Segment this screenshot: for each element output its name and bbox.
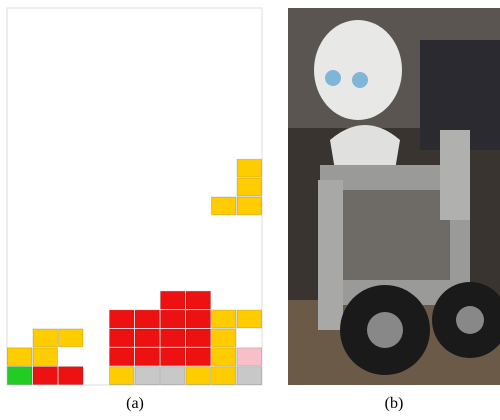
tetris-cell — [33, 367, 58, 385]
tetris-cell — [212, 310, 237, 328]
tetris-cell — [186, 310, 211, 328]
tetris-cell — [135, 329, 160, 347]
tetris-cell — [212, 348, 237, 366]
tetris-cell — [33, 348, 58, 366]
caption: (b) — [385, 395, 404, 412]
tetris-cell — [110, 310, 135, 328]
tetris-cell — [237, 348, 262, 366]
tetris-cell — [8, 348, 33, 366]
tetris-cell — [237, 159, 262, 177]
tetris-cell — [110, 329, 135, 347]
tetris-cell — [212, 367, 237, 385]
tetris-cell — [8, 367, 33, 385]
tetris-cell — [186, 348, 211, 366]
tetris-cell — [161, 367, 186, 385]
tetris-cell — [59, 367, 84, 385]
wheel-hub — [367, 312, 403, 348]
tetris-cell — [110, 348, 135, 366]
tetris-cell — [161, 329, 186, 347]
figure: (a) (b) — [0, 0, 500, 420]
tetris-cell — [186, 367, 211, 385]
tetris-cell — [237, 178, 262, 196]
tetris-cell — [237, 310, 262, 328]
robot-frame — [340, 190, 450, 280]
robot-arm — [440, 130, 470, 220]
tetris-cell — [59, 329, 84, 347]
wheel-hub — [456, 306, 484, 334]
tetris-cell — [135, 310, 160, 328]
tetris-cell — [212, 197, 237, 215]
tetris-cell — [33, 329, 58, 347]
robot-arm — [318, 180, 343, 330]
tetris-cell — [186, 329, 211, 347]
tetris-cell — [135, 348, 160, 366]
tetris-cell — [161, 310, 186, 328]
caption: (a) — [126, 395, 144, 412]
tetris-cell — [161, 348, 186, 366]
tetris-cell — [212, 329, 237, 347]
tetris-cell — [237, 367, 262, 385]
tetris-cell — [135, 367, 160, 385]
robot-eye — [325, 70, 341, 86]
tetris-cell — [161, 291, 186, 309]
robot-eye — [352, 72, 368, 88]
robot-head — [314, 20, 402, 120]
tetris-board — [7, 8, 262, 385]
tetris-cell — [186, 291, 211, 309]
tetris-cell — [110, 367, 135, 385]
tetris-cell — [237, 197, 262, 215]
robot-photo — [288, 8, 500, 385]
